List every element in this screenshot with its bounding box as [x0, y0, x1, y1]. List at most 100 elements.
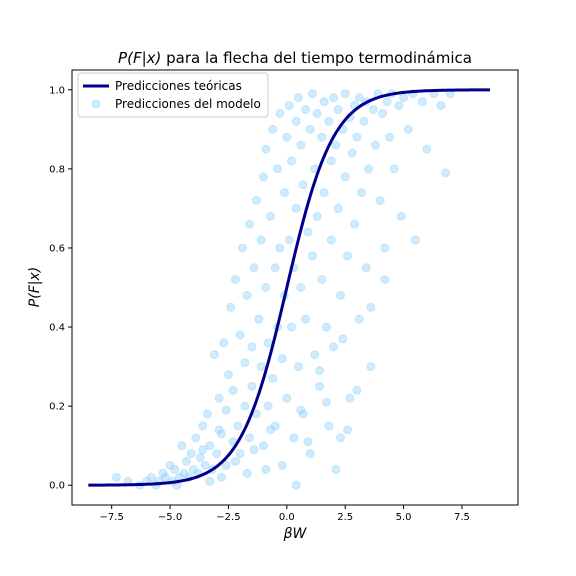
y-tick-label: 0.6 — [49, 243, 65, 254]
scatter-point — [286, 322, 296, 332]
scatter-point — [221, 405, 231, 415]
scatter-point — [298, 409, 308, 419]
x-tick-label: −7.5 — [100, 512, 124, 523]
scatter-point — [312, 211, 322, 221]
legend-label-model: Predicciones del modelo — [115, 97, 261, 111]
scatter-point — [270, 263, 280, 273]
scatter-point — [181, 457, 191, 466]
x-tick-label: −5.0 — [158, 512, 182, 523]
scatter-point — [322, 397, 332, 407]
scatter-point — [249, 445, 259, 455]
scatter-point — [352, 132, 362, 142]
scatter-point — [268, 124, 278, 134]
scatter-point — [216, 472, 226, 482]
scatter-point — [354, 93, 364, 103]
scatter-point — [364, 164, 374, 174]
scatter-point — [301, 314, 311, 324]
scatter-point — [345, 393, 355, 403]
scatter-point — [170, 464, 180, 474]
scatter-point — [371, 140, 381, 150]
y-tick-label: 0.2 — [49, 402, 65, 413]
scatter-point — [333, 105, 343, 115]
scatter-point — [263, 338, 273, 348]
legend: Predicciones teóricas Predicciones del m… — [77, 72, 269, 118]
legend-label-theory: Predicciones teóricas — [115, 79, 242, 93]
scatter-point — [403, 124, 413, 134]
scatter-point — [258, 441, 268, 451]
x-tick-label: 0.0 — [279, 512, 295, 523]
scatter-point — [366, 362, 376, 372]
x-axis-label: βW — [283, 526, 308, 542]
scatter-point — [294, 362, 304, 372]
scatter-point — [343, 425, 353, 435]
y-tick-label: 0.4 — [49, 323, 65, 334]
scatter-point — [315, 366, 325, 376]
scatter-point — [310, 350, 320, 360]
scatter-point — [301, 105, 311, 115]
y-tick-label: 1.0 — [49, 85, 65, 96]
scatter-point — [188, 464, 198, 474]
scatter-point — [350, 219, 360, 229]
scatter-point — [305, 124, 315, 134]
scatter-point — [368, 105, 378, 115]
scatter-point — [165, 460, 175, 470]
scatter-series — [111, 89, 455, 490]
scatter-point — [329, 342, 339, 352]
scatter-point — [291, 480, 301, 490]
scatter-point — [261, 464, 271, 474]
scatter-point — [436, 101, 446, 111]
scatter-point — [205, 441, 215, 451]
scatter-point — [235, 449, 245, 459]
scatter-point — [333, 203, 343, 213]
scatter-point — [315, 381, 325, 391]
scatter-point — [296, 283, 306, 292]
scatter-point — [422, 144, 432, 154]
scatter-point — [284, 235, 294, 245]
scatter-point — [380, 243, 390, 253]
scatter-point — [324, 116, 334, 126]
scatter-point — [160, 472, 170, 482]
scatter-point — [226, 302, 236, 312]
scatter-point — [354, 314, 364, 324]
scatter-point — [146, 472, 156, 482]
scatter-point — [247, 342, 257, 352]
scatter-point — [111, 472, 121, 482]
scatter-point — [277, 354, 287, 364]
scatter-point — [230, 457, 240, 466]
scatter-point — [261, 144, 271, 154]
scatter-point — [272, 164, 282, 174]
scatter-point — [219, 338, 229, 348]
scatter-point — [308, 251, 318, 261]
scatter-point — [357, 188, 367, 198]
scatter-point — [282, 393, 292, 403]
scatter-point — [240, 401, 250, 411]
y-tick-label: 0.8 — [49, 164, 65, 175]
scatter-point — [410, 235, 420, 245]
scatter-point — [261, 283, 271, 292]
scatter-point — [394, 101, 404, 111]
scatter-point — [389, 164, 399, 174]
scatter-point — [326, 156, 336, 166]
scatter-point — [279, 188, 289, 198]
scatter-point — [249, 263, 259, 273]
scatter-point — [265, 211, 275, 221]
scatter-point — [296, 405, 306, 415]
chart-title: P(F|x) para la flecha del tiempo termodi… — [118, 49, 472, 67]
scatter-point — [378, 109, 388, 118]
scatter-point — [270, 421, 280, 431]
scatter-point — [235, 330, 245, 340]
scatter-point — [319, 97, 329, 107]
chart-title-math: P(F|x) — [118, 49, 161, 67]
scatter-point — [380, 275, 390, 285]
legend-box — [77, 72, 269, 118]
x-tick-label: 5.0 — [396, 512, 412, 523]
scatter-point — [256, 362, 266, 372]
scatter-point — [202, 409, 212, 419]
scatter-point — [399, 93, 409, 103]
scatter-point — [230, 275, 240, 285]
scatter-point — [396, 211, 406, 221]
scatter-point — [251, 196, 261, 205]
scatter-point — [352, 385, 362, 395]
scatter-point — [317, 275, 327, 285]
